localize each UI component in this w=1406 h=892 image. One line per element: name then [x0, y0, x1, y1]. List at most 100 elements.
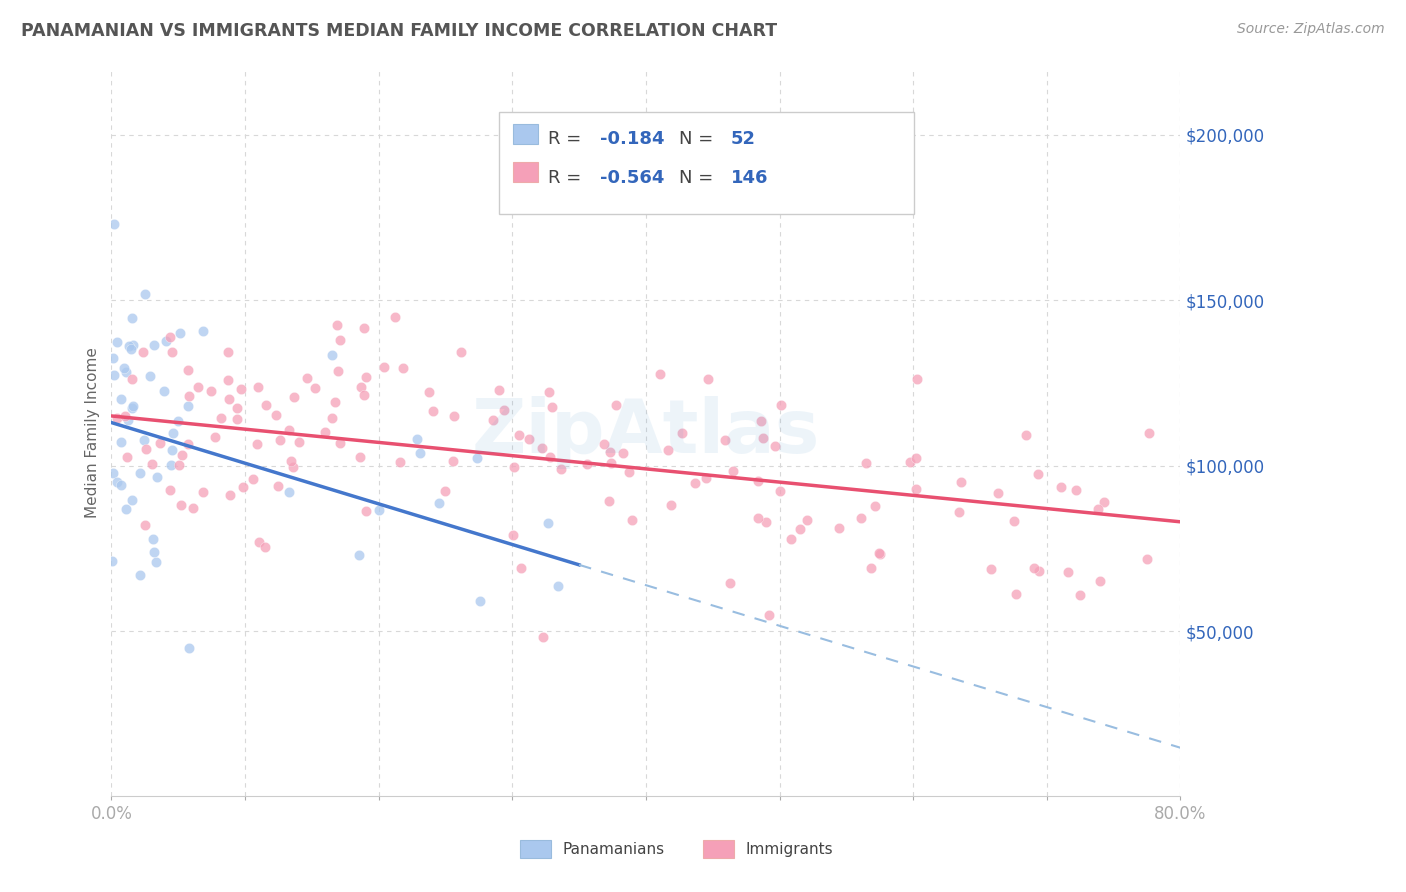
- Point: [101, 467, 124, 481]
- Point: [612, 446, 634, 460]
- Point: [849, 511, 872, 525]
- Point: [325, 395, 347, 409]
- Point: [242, 473, 264, 487]
- Point: [392, 360, 415, 375]
- Point: [121, 311, 143, 326]
- Point: [217, 373, 239, 387]
- Point: [314, 425, 336, 440]
- Point: [264, 408, 287, 422]
- Point: [226, 411, 249, 425]
- Point: [129, 567, 152, 582]
- Point: [122, 399, 145, 413]
- Point: [169, 326, 191, 340]
- Point: [134, 287, 156, 301]
- Point: [110, 477, 132, 491]
- Point: [295, 371, 318, 385]
- Point: [191, 324, 214, 338]
- Point: [751, 431, 773, 445]
- Text: 52: 52: [731, 130, 756, 148]
- Point: [418, 384, 440, 399]
- Point: [218, 392, 240, 407]
- Point: [159, 483, 181, 497]
- Point: [105, 411, 128, 425]
- Point: [115, 450, 138, 465]
- Point: [1057, 566, 1080, 580]
- Point: [538, 450, 561, 464]
- Point: [146, 469, 169, 483]
- Point: [657, 443, 679, 458]
- Point: [422, 404, 444, 418]
- Point: [659, 498, 682, 512]
- Point: [898, 455, 921, 469]
- Point: [683, 475, 706, 490]
- Point: [780, 533, 803, 547]
- Point: [531, 442, 554, 456]
- Point: [434, 484, 457, 499]
- Point: [135, 442, 157, 456]
- Point: [247, 534, 270, 549]
- Point: [200, 384, 222, 399]
- Point: [103, 217, 125, 231]
- Point: [283, 460, 305, 475]
- Point: [550, 462, 572, 476]
- Point: [145, 555, 167, 569]
- Point: [763, 439, 786, 453]
- Point: [162, 345, 184, 359]
- Point: [869, 548, 891, 562]
- Point: [329, 436, 352, 450]
- Point: [177, 389, 200, 403]
- Point: [120, 342, 142, 356]
- Point: [121, 338, 143, 352]
- Point: [176, 399, 198, 413]
- Point: [1064, 483, 1087, 498]
- Point: [129, 467, 152, 481]
- Point: [482, 413, 505, 427]
- Point: [605, 397, 627, 411]
- Text: -0.564: -0.564: [600, 169, 665, 186]
- Point: [1002, 514, 1025, 528]
- Point: [1014, 428, 1036, 442]
- Point: [1005, 587, 1028, 601]
- Point: [855, 456, 877, 470]
- Point: [697, 372, 720, 386]
- Point: [115, 365, 138, 379]
- Point: [541, 400, 564, 414]
- Point: [231, 383, 253, 397]
- Point: [648, 367, 671, 381]
- Point: [860, 560, 883, 574]
- Point: [121, 401, 143, 416]
- Point: [450, 345, 472, 359]
- Point: [718, 575, 741, 590]
- Point: [353, 388, 375, 402]
- Point: [468, 594, 491, 608]
- Point: [1088, 574, 1111, 589]
- Point: [987, 486, 1010, 500]
- Point: [789, 522, 811, 536]
- Point: [905, 451, 928, 466]
- Point: [329, 333, 352, 347]
- Point: [1026, 467, 1049, 481]
- Point: [254, 540, 277, 554]
- Point: [356, 504, 378, 518]
- Point: [134, 518, 156, 533]
- Point: [118, 339, 141, 353]
- Text: Source: ZipAtlas.com: Source: ZipAtlas.com: [1237, 22, 1385, 37]
- Point: [406, 433, 429, 447]
- Point: [177, 436, 200, 450]
- Point: [326, 318, 349, 332]
- Point: [389, 454, 412, 468]
- Point: [115, 501, 138, 516]
- Point: [162, 425, 184, 440]
- Point: [828, 521, 851, 535]
- Point: [148, 435, 170, 450]
- Point: [1069, 588, 1091, 602]
- Point: [181, 501, 204, 516]
- Point: [575, 457, 598, 471]
- Point: [254, 398, 277, 412]
- Point: [187, 380, 209, 394]
- Text: Immigrants: Immigrants: [745, 842, 832, 856]
- Point: [1024, 561, 1046, 575]
- Point: [598, 494, 620, 508]
- Point: [288, 435, 311, 450]
- Point: [508, 427, 530, 442]
